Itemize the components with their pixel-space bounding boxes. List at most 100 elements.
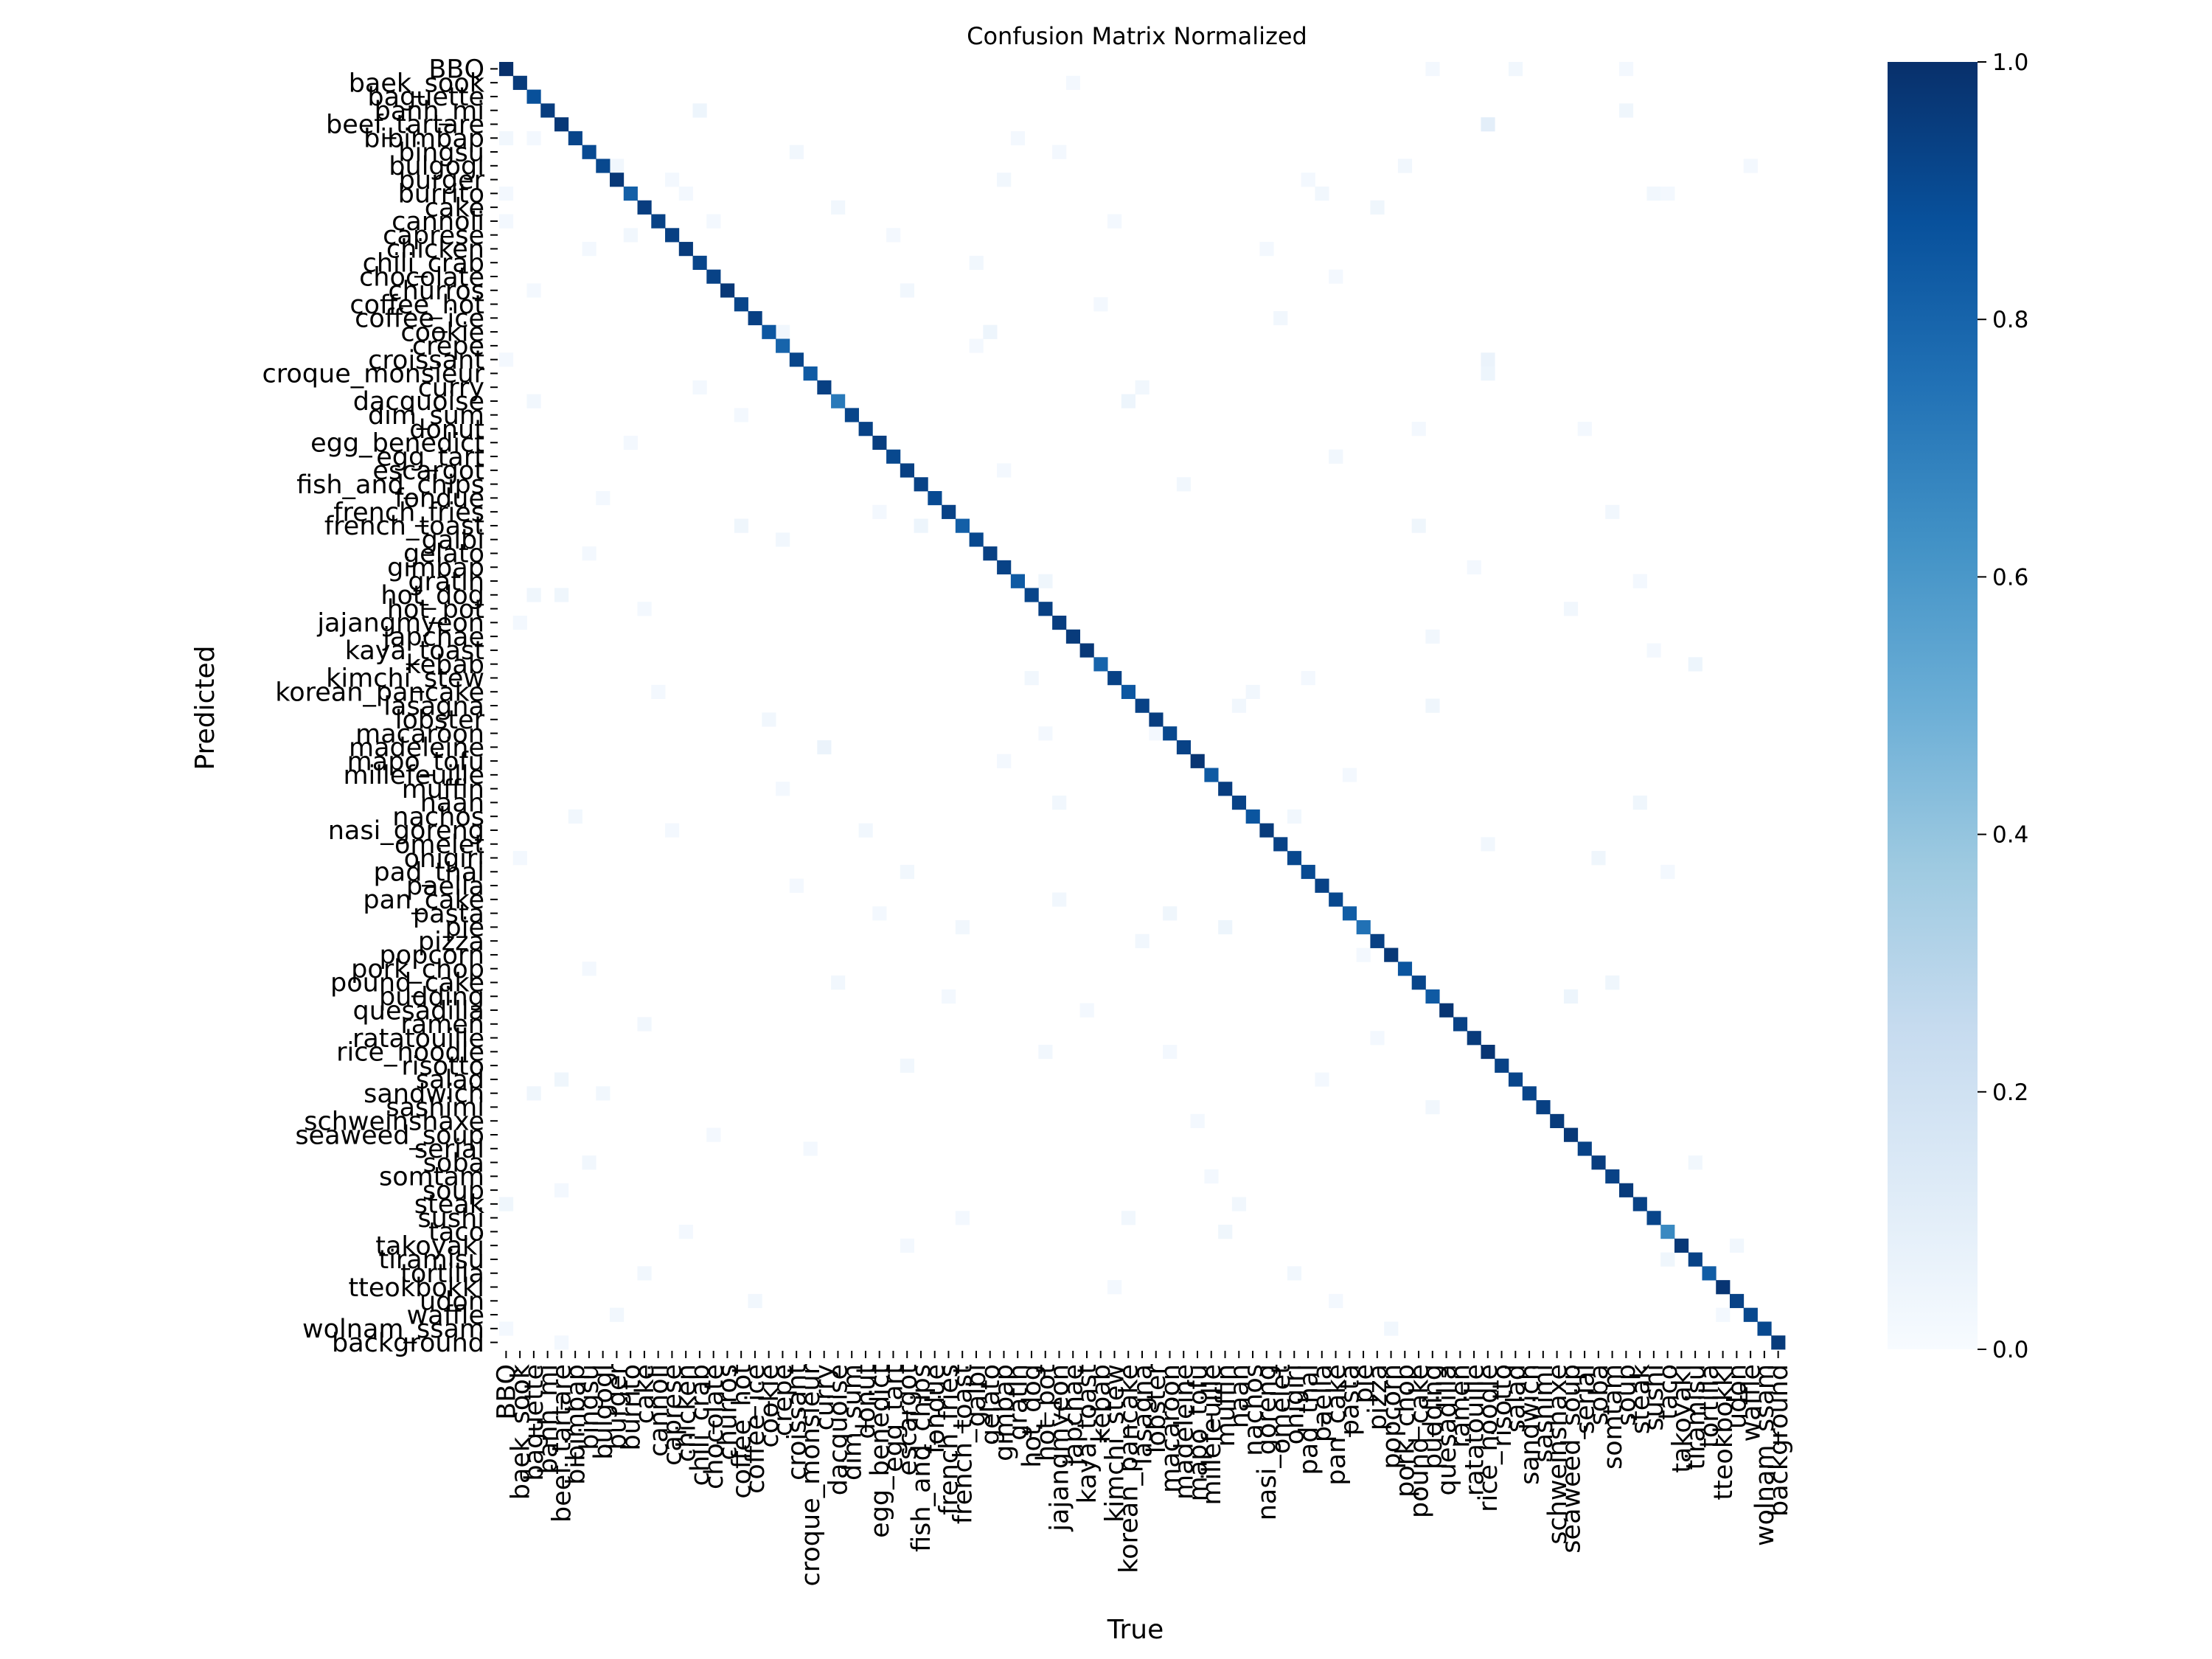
column-label: BBQ (493, 1364, 522, 1420)
heatmap-cell (1356, 920, 1371, 935)
row-label: paella (406, 872, 484, 901)
row-label: soba (423, 1149, 484, 1178)
column-label: french_toast (948, 1364, 978, 1524)
heatmap-cell (858, 422, 873, 437)
heatmap-cell (817, 380, 832, 394)
heatmap-cell (1135, 933, 1150, 948)
heatmap-cell (1660, 186, 1675, 201)
column-label: serial (1571, 1364, 1600, 1434)
column-label: churros (714, 1364, 743, 1461)
row-label: ramen (400, 1010, 484, 1040)
row-label: pound_cake (330, 969, 484, 998)
heatmap-cell (1729, 1238, 1745, 1253)
row-label: udon (420, 1287, 484, 1317)
column-label: tiramisu (1681, 1364, 1711, 1470)
heatmap-cell (1079, 643, 1094, 658)
heatmap-cell (900, 1058, 914, 1073)
chart-title: Confusion Matrix Normalized (967, 22, 1307, 50)
row-label: risotto (401, 1051, 484, 1081)
column-label: fish_and_chips (907, 1364, 936, 1552)
colorbar-tick-label: 0.4 (1992, 822, 2028, 849)
column-label: millefeuille (1197, 1364, 1227, 1506)
row-label: soup (422, 1176, 484, 1206)
heatmap-cell (1397, 159, 1413, 173)
heatmap-cell (983, 324, 998, 339)
heatmap-cell (803, 1141, 818, 1156)
heatmap-cell (734, 408, 748, 422)
heatmap-cell (1273, 310, 1288, 326)
column-label: dim_sum (838, 1364, 867, 1481)
heatmap-cell (1384, 947, 1399, 962)
heatmap-cell (1107, 671, 1122, 686)
heatmap-cell (1287, 809, 1302, 824)
heatmap-cell (1660, 864, 1675, 880)
heatmap-cell (914, 477, 928, 492)
heatmap-matrix (499, 62, 1786, 1350)
heatmap-cell (1163, 1044, 1178, 1060)
column-label: kaya_toast (1073, 1364, 1102, 1503)
row-label: pork_chop (351, 955, 484, 984)
row-label: egg_benedict (310, 429, 484, 459)
heatmap-cell (789, 878, 804, 893)
row-label: bingsu (398, 138, 484, 167)
heatmap-cell (1052, 796, 1067, 810)
row-label: cannoli (392, 207, 484, 237)
heatmap-cell (526, 131, 541, 146)
heatmap-cell (1093, 657, 1108, 672)
heatmap-cell (1329, 269, 1343, 284)
heatmap-cell (706, 1127, 721, 1142)
heatmap-cell (817, 740, 832, 755)
heatmap-cell (499, 352, 514, 367)
heatmap-cell (997, 463, 1012, 478)
heatmap-cell (1301, 671, 1315, 686)
row-label: sashimi (386, 1093, 484, 1123)
heatmap-cell (1688, 657, 1703, 672)
row-label: croque_monsieur (262, 360, 485, 389)
row-label: tteokbokki (348, 1273, 484, 1303)
heatmap-cell (886, 449, 901, 464)
column-label: cookie (755, 1364, 785, 1448)
x-tick-marks (505, 1351, 1779, 1358)
column-label: croissant (782, 1364, 812, 1481)
heatmap-cell (1481, 837, 1495, 852)
heatmap-cell (1052, 145, 1067, 159)
column-label: background (1764, 1364, 1794, 1517)
heatmap-cell (1218, 920, 1233, 935)
heatmap-cell (1605, 975, 1620, 990)
column-labels: BBQbaek_sookbaguettebanh_mibeef_tartareb… (493, 1363, 1794, 1586)
heatmap-cell (748, 310, 762, 326)
heatmap-cell (1632, 574, 1647, 588)
column-label: salad (1502, 1364, 1531, 1433)
heatmap-cell (1038, 602, 1053, 616)
column-label: baek_sook (506, 1363, 535, 1500)
heatmap-cell (1605, 1169, 1620, 1184)
row-label: pie (445, 914, 484, 943)
heatmap-cell (1149, 726, 1164, 741)
heatmap-cell (1315, 186, 1329, 201)
column-label: omelet (1267, 1364, 1296, 1454)
heatmap-cell (665, 228, 680, 243)
heatmap-cell (1577, 422, 1592, 437)
heatmap-cell (1218, 1225, 1233, 1239)
row-label: onigiri (404, 844, 484, 874)
heatmap-cell (596, 491, 611, 506)
heatmap-cell (499, 131, 514, 146)
heatmap-cell (997, 560, 1012, 575)
heatmap-cell (651, 214, 666, 229)
column-label: kebab (1087, 1364, 1116, 1442)
column-label: egg_benedict (866, 1364, 895, 1538)
heatmap-cell (1329, 449, 1343, 464)
column-label: croque_monsieur (796, 1363, 826, 1586)
heatmap-cell (554, 1335, 569, 1350)
heatmap-cell (789, 145, 804, 159)
heatmap-cell (1757, 1321, 1772, 1336)
heatmap-cell (1743, 159, 1758, 173)
heatmap-cell (1010, 574, 1025, 588)
heatmap-cell (499, 1197, 514, 1211)
heatmap-cell (1149, 712, 1164, 727)
heatmap-cell (1618, 1183, 1634, 1197)
heatmap-cell (872, 906, 887, 921)
column-label: pound_cake (1405, 1364, 1434, 1518)
heatmap-cell (872, 504, 887, 519)
